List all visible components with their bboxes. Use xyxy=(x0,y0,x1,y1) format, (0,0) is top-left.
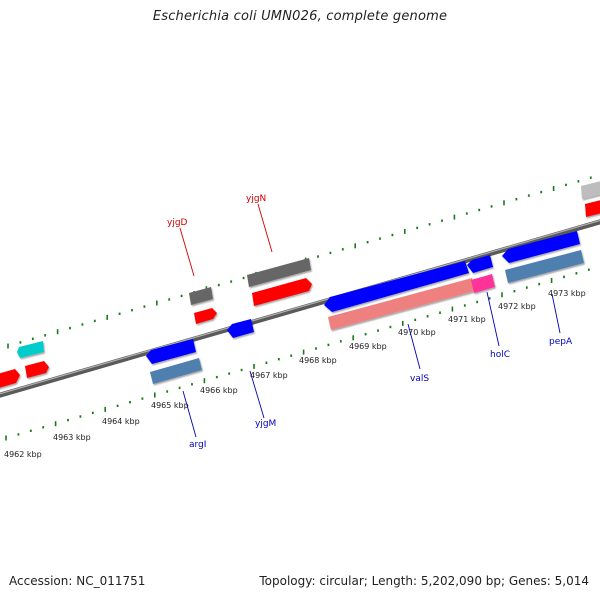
forward-gene-yjgD xyxy=(194,308,217,324)
kbp-label: 4968 kbp xyxy=(299,356,337,365)
salmon-feature-valS xyxy=(328,278,475,330)
kbp-label: 4963 kbp xyxy=(53,433,91,442)
forward-gene-left-edge xyxy=(0,369,20,388)
gray-feature-yjgN xyxy=(247,258,311,287)
genome-backbone xyxy=(0,219,600,398)
leader-line-valS xyxy=(407,323,421,370)
kbp-label: 4966 kbp xyxy=(200,386,238,395)
kbp-label: 4970 kbp xyxy=(398,328,436,337)
reverse-gene-argI xyxy=(146,339,196,364)
gene-label-yjgN: yjgN xyxy=(246,194,266,204)
accession-text: Accession: NC_011751 xyxy=(9,574,146,588)
reverse-gene-holC xyxy=(467,255,493,273)
leader-line-pepA xyxy=(551,293,561,334)
reverse-gene-valS xyxy=(324,261,469,312)
genome-backbone-highlight xyxy=(0,219,600,395)
kbp-label: 4962 kbp xyxy=(4,450,42,459)
leader-line-yjgM xyxy=(249,370,265,419)
kbp-label: 4969 kbp xyxy=(349,342,387,351)
forward-gene-small-1 xyxy=(25,361,49,378)
kbp-label: 4964 kbp xyxy=(102,417,140,426)
leader-line-argI xyxy=(182,390,197,438)
gray-feature-right-edge xyxy=(581,181,600,199)
gray-feature-yjgD xyxy=(189,287,213,305)
leader-line-yjgN xyxy=(257,203,273,253)
steel-feature-pepA xyxy=(505,250,584,283)
kbp-label: 4971 kbp xyxy=(448,315,486,324)
kbp-label: 4972 kbp xyxy=(498,302,536,311)
gene-label-pepA: pepA xyxy=(549,337,573,347)
kbp-label: 4965 kbp xyxy=(151,401,189,410)
page-title: Escherichia coli UMN026, complete genome xyxy=(152,9,448,24)
kbp-label: 4967 kbp xyxy=(250,371,288,380)
reverse-gene-yjgM xyxy=(227,319,254,338)
leader-line-yjgD xyxy=(179,227,195,277)
forward-gene-yjgN xyxy=(252,278,312,306)
gene-label-yjgM: yjgM xyxy=(255,419,276,429)
forward-gene-right-edge xyxy=(585,200,600,217)
gene-label-yjgD: yjgD xyxy=(167,218,188,228)
kbp-ruler-labels: 4962 kbp 4963 kbp 4964 kbp 4965 kbp 4966… xyxy=(4,289,586,459)
pink-feature-holC xyxy=(471,274,495,293)
leader-line-holC xyxy=(486,291,500,347)
reverse-gene-pepA xyxy=(502,231,580,263)
gene-label-valS: valS xyxy=(410,374,429,384)
kbp-label: 4973 kbp xyxy=(548,289,586,298)
gene-label-holC: holC xyxy=(490,350,510,360)
lower-tick-guide xyxy=(5,268,590,441)
steel-feature-argI xyxy=(150,358,202,384)
topology-text: Topology: circular; Length: 5,202,090 bp… xyxy=(259,574,589,588)
cyan-feature xyxy=(17,341,44,358)
gene-label-argI: argI xyxy=(189,440,206,450)
